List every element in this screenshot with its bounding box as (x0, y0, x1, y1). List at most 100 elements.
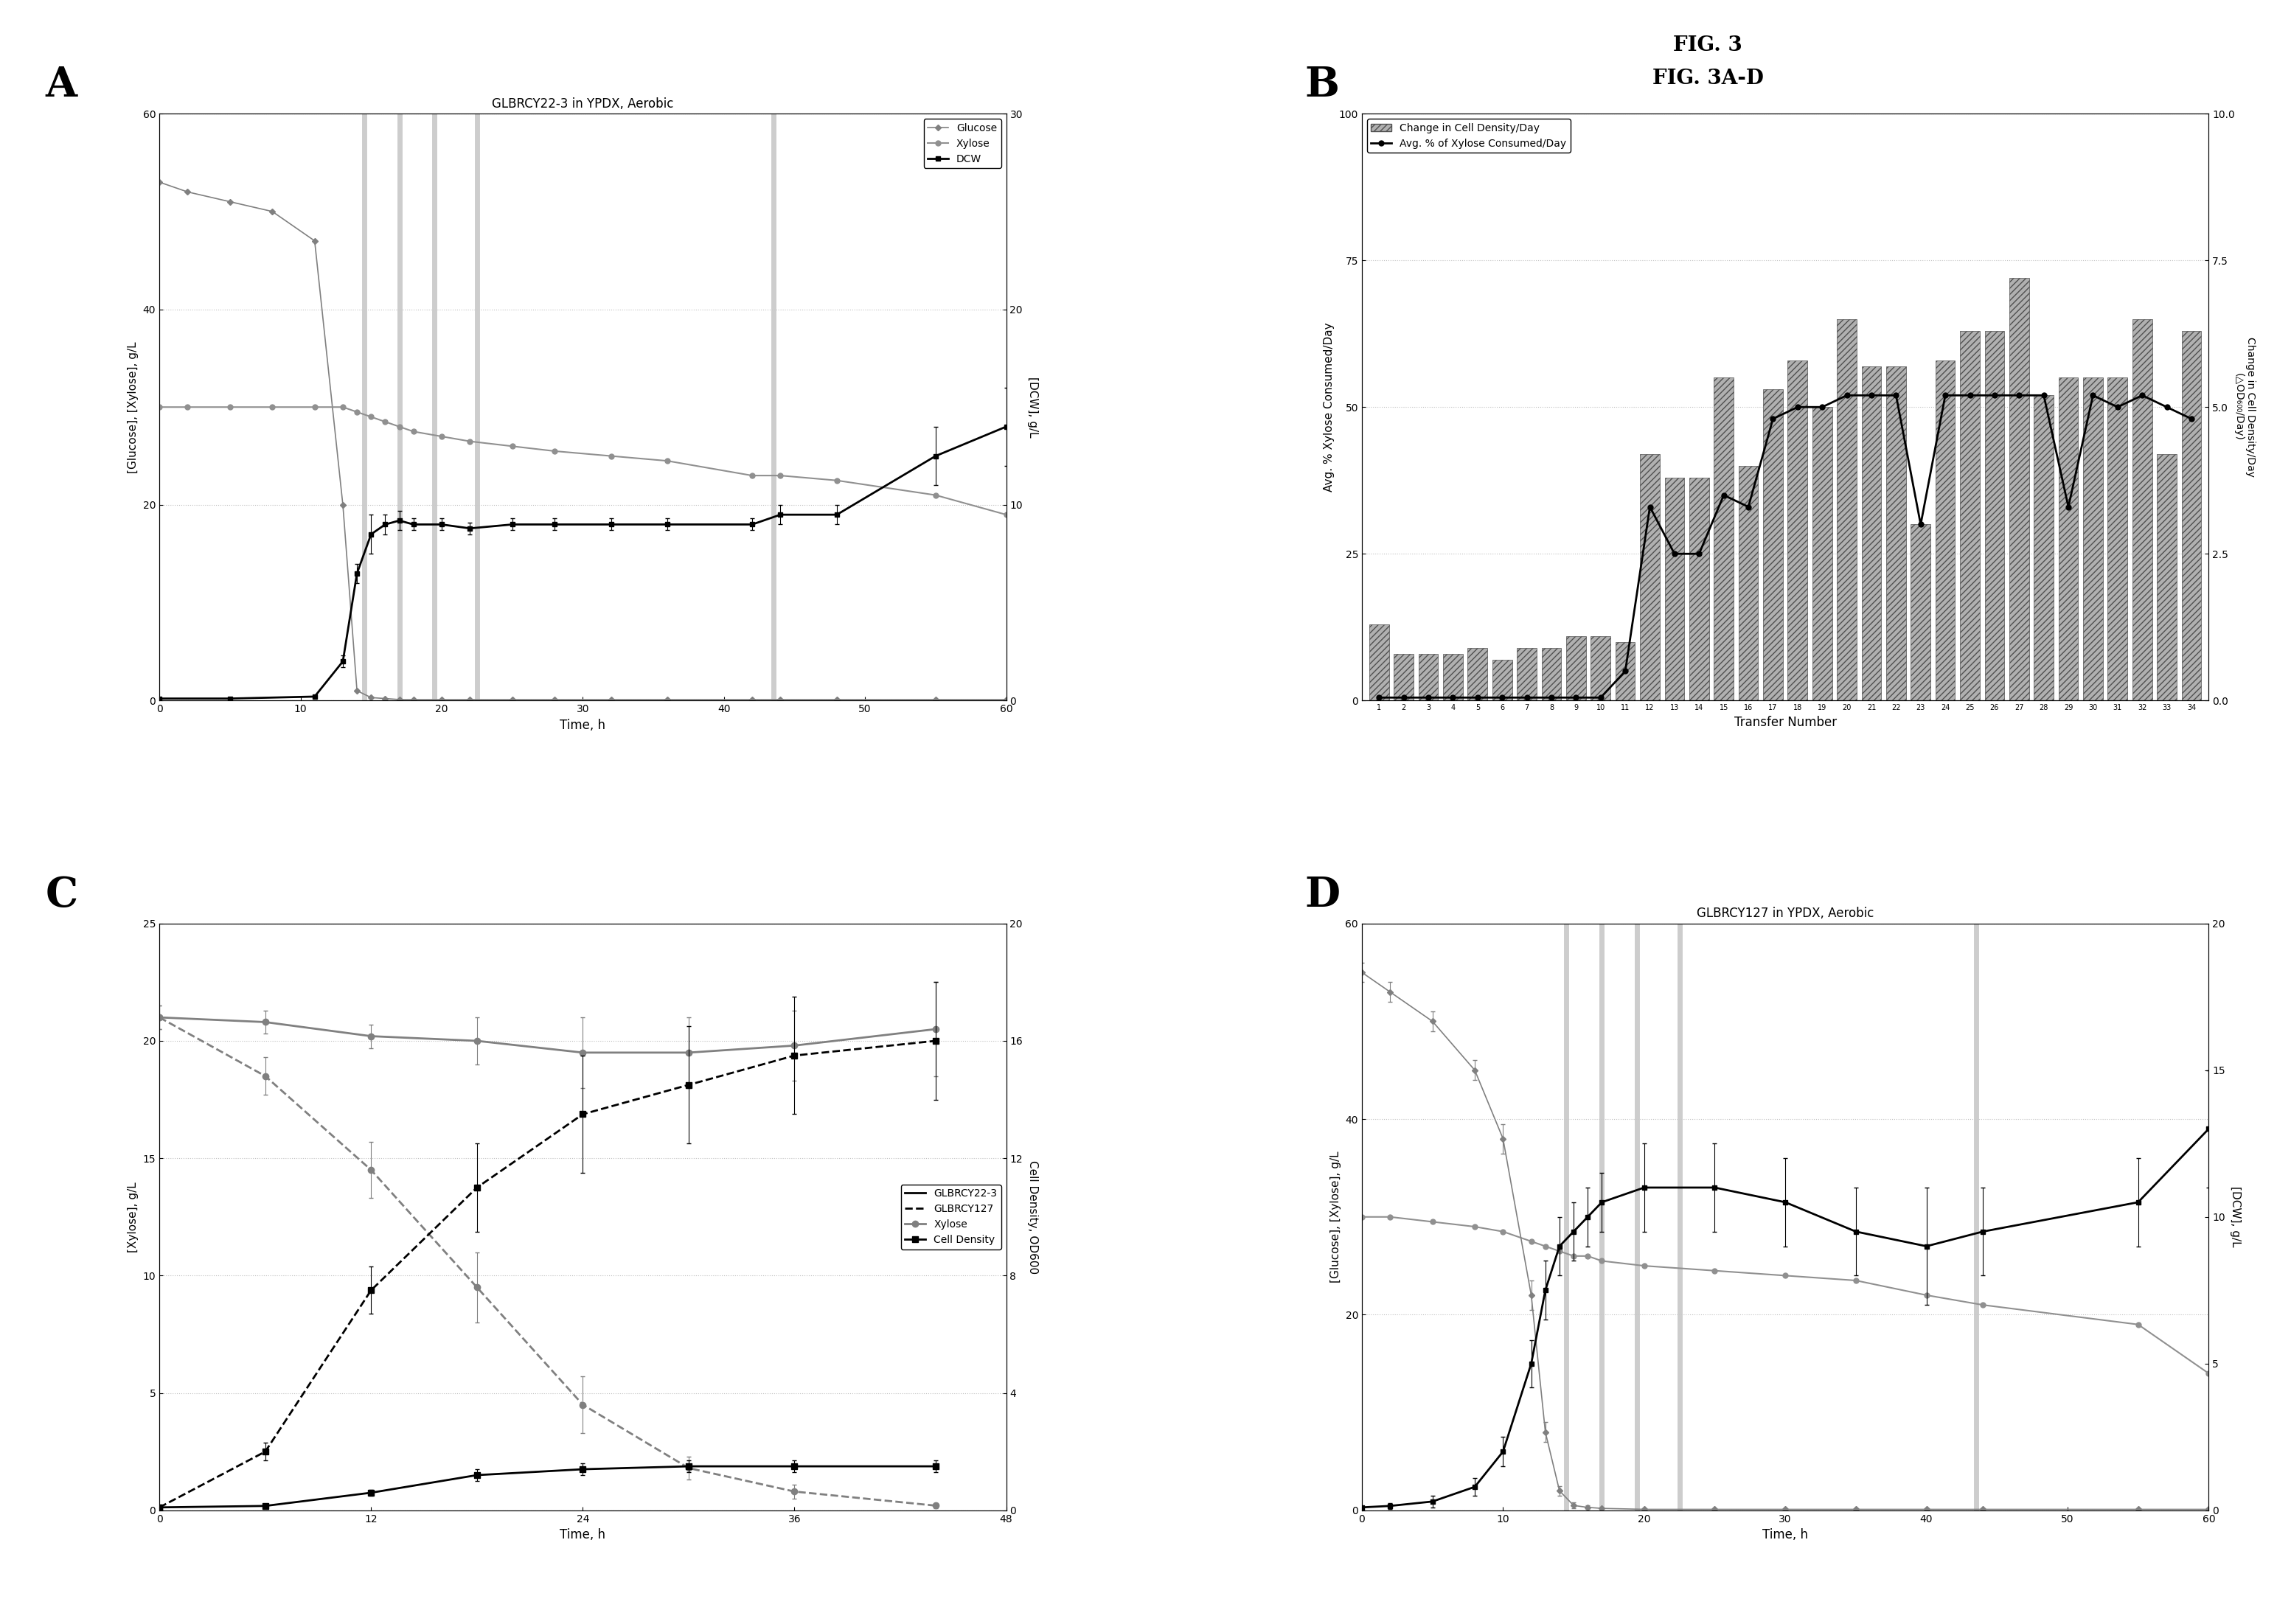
Xylose (260, 398, 287, 417)
Bar (1986, 331, 2004, 700)
Bar (1444, 653, 1462, 700)
Xylose (455, 432, 483, 451)
Xylose (499, 437, 526, 456)
X-axis label: Transfer Number: Transfer Number (1735, 716, 1838, 729)
Title: GLBRCY127 in YPDX, Aerobic: GLBRCY127 in YPDX, Aerobic (1696, 908, 1874, 921)
Bar (1762, 390, 1783, 700)
Glucose (385, 690, 412, 710)
Bar (1812, 408, 1833, 700)
Xylose (357, 408, 385, 427)
Xylose (301, 398, 328, 417)
Bar (1935, 361, 1956, 700)
Bar (2033, 395, 2054, 700)
Bar (2131, 318, 2152, 700)
Y-axis label: [Glucose], [Xylose], g/L: [Glucose], [Xylose], g/L (128, 341, 139, 473)
Bar (2181, 331, 2202, 700)
Bar (1960, 331, 1979, 700)
Bar (1740, 466, 1758, 700)
Bar (2109, 378, 2127, 700)
Glucose (653, 690, 681, 710)
Bar (1542, 648, 1562, 700)
Xylose (330, 398, 357, 417)
Bar (1787, 361, 1808, 700)
X-axis label: Time, h: Time, h (560, 1528, 606, 1541)
Legend: Change in Cell Density/Day, Avg. % of Xylose Consumed/Day: Change in Cell Density/Day, Avg. % of Xy… (1366, 119, 1571, 153)
Bar (1567, 637, 1585, 700)
Xylose (401, 422, 428, 442)
Glucose (301, 231, 328, 250)
Xylose (738, 466, 765, 486)
Bar (1419, 653, 1439, 700)
Xylose (428, 427, 455, 447)
Line: Glucose: Glucose (157, 180, 1009, 702)
Glucose (993, 690, 1020, 710)
Bar (2058, 378, 2079, 700)
Glucose (455, 690, 483, 710)
Bar (1690, 477, 1710, 700)
Xylose (824, 471, 852, 490)
Text: D: D (1305, 875, 1341, 916)
X-axis label: Time, h: Time, h (560, 718, 606, 732)
Glucose (597, 690, 624, 710)
Glucose (260, 201, 287, 221)
Glucose (357, 689, 385, 708)
Text: A: A (46, 65, 77, 106)
Glucose (401, 690, 428, 710)
Text: C: C (46, 875, 77, 916)
Bar (1715, 378, 1733, 700)
Y-axis label: [Xylose], g/L: [Xylose], g/L (128, 1182, 139, 1252)
Glucose (922, 690, 950, 710)
Xylose (993, 505, 1020, 525)
Glucose (428, 690, 455, 710)
Glucose (330, 495, 357, 515)
Text: B: B (1305, 65, 1339, 106)
Xylose (385, 417, 412, 437)
Bar (1664, 477, 1685, 700)
Bar (1838, 318, 1856, 700)
Glucose (216, 192, 244, 211)
Xylose (173, 398, 200, 417)
Bar (1469, 648, 1487, 700)
Title: GLBRCY22-3 in YPDX, Aerobic: GLBRCY22-3 in YPDX, Aerobic (492, 97, 674, 110)
Xylose (216, 398, 244, 417)
Xylose (146, 398, 173, 417)
Bar (1885, 365, 1906, 700)
Y-axis label: [Glucose], [Xylose], g/L: [Glucose], [Xylose], g/L (1330, 1151, 1341, 1283)
Y-axis label: Cell Density, OD600: Cell Density, OD600 (1027, 1160, 1038, 1273)
Line: Xylose: Xylose (157, 404, 1009, 516)
Xylose (542, 442, 569, 461)
Bar (1614, 641, 1635, 700)
Bar (1368, 624, 1389, 700)
Y-axis label: Avg. % Xylose Consumed/Day: Avg. % Xylose Consumed/Day (1323, 323, 1334, 492)
Bar (1639, 455, 1660, 700)
Glucose (542, 690, 569, 710)
Y-axis label: [DCW], g/L: [DCW], g/L (2229, 1187, 2241, 1247)
Bar (2008, 278, 2029, 700)
Glucose (499, 690, 526, 710)
Bar (2156, 455, 2177, 700)
Xylose (371, 412, 398, 432)
Glucose (344, 680, 371, 700)
Xylose (767, 466, 795, 486)
Glucose (824, 690, 852, 710)
Xylose (597, 447, 624, 466)
Bar (1491, 659, 1512, 700)
Y-axis label: [DCW], g/L: [DCW], g/L (1027, 377, 1038, 437)
Bar (1863, 365, 1881, 700)
Xylose (922, 486, 950, 505)
Glucose (371, 689, 398, 708)
Glucose (146, 172, 173, 192)
Glucose (738, 690, 765, 710)
Xylose (653, 451, 681, 471)
Bar (1394, 653, 1414, 700)
Bar (1592, 637, 1610, 700)
Bar (1910, 525, 1931, 700)
Glucose (767, 690, 795, 710)
Bar (2083, 378, 2104, 700)
Legend: GLBRCY22-3, GLBRCY127, Xylose, Cell Density: GLBRCY22-3, GLBRCY127, Xylose, Cell Dens… (902, 1184, 1002, 1249)
Text: FIG. 3A-D: FIG. 3A-D (1653, 68, 1762, 88)
Bar (1516, 648, 1537, 700)
Xylose (344, 403, 371, 422)
Glucose (173, 182, 200, 201)
Y-axis label: Change in Cell Density/Day
(△OD₆₀₀/Day): Change in Cell Density/Day (△OD₆₀₀/Day) (2234, 338, 2257, 477)
